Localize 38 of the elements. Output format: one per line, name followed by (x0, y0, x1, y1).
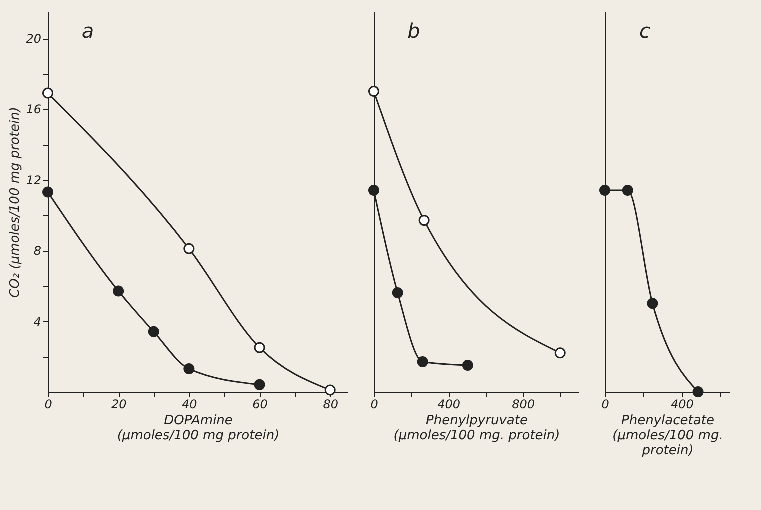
point (368, 185, 380, 196)
x-tick-label: 0 (602, 398, 610, 412)
point (184, 364, 195, 375)
y-axis-title: CO₂ (µmoles/100 mg protein) (8, 107, 24, 298)
y-tick-label: 12 (26, 173, 42, 188)
point (113, 286, 124, 297)
point (148, 326, 160, 338)
x-tick-label: 400 (438, 398, 461, 412)
point (324, 384, 336, 396)
point (368, 86, 380, 98)
x-tick-label: 400 (670, 398, 694, 412)
point (254, 342, 266, 354)
point (254, 379, 266, 390)
x-tick-label: 80 (323, 398, 339, 412)
x-axis-title: Phenylacetate (µmoles/100 mg. protein) (612, 414, 724, 458)
x-axis-title: DOPAmine (µmoles/100 mg protein) (117, 414, 280, 444)
x-axis-title: Phenylpyruvate (µmoles/100 mg. protein) (394, 414, 560, 444)
y-tick-label: 20 (26, 32, 42, 46)
x-tick-label: 800 (512, 398, 536, 412)
point (462, 360, 474, 371)
point (417, 356, 428, 368)
x-tick-label: 20 (111, 398, 128, 412)
y-tick-label: 16 (26, 102, 42, 117)
point (184, 243, 195, 254)
annotation: b (408, 19, 420, 43)
annotation: a (82, 19, 94, 43)
x-tick-label: 60 (252, 398, 268, 412)
point (42, 186, 54, 198)
point (42, 88, 54, 99)
point (392, 288, 404, 299)
x-tick-label: 0 (44, 398, 53, 412)
y-tick-label: 4 (34, 314, 42, 329)
point (554, 348, 566, 359)
x-tick-label: 0 (370, 398, 379, 412)
y-tick-label: 8 (34, 244, 42, 258)
x-tick-label: 40 (182, 398, 198, 412)
point (418, 215, 430, 226)
annotation: c (640, 19, 650, 43)
